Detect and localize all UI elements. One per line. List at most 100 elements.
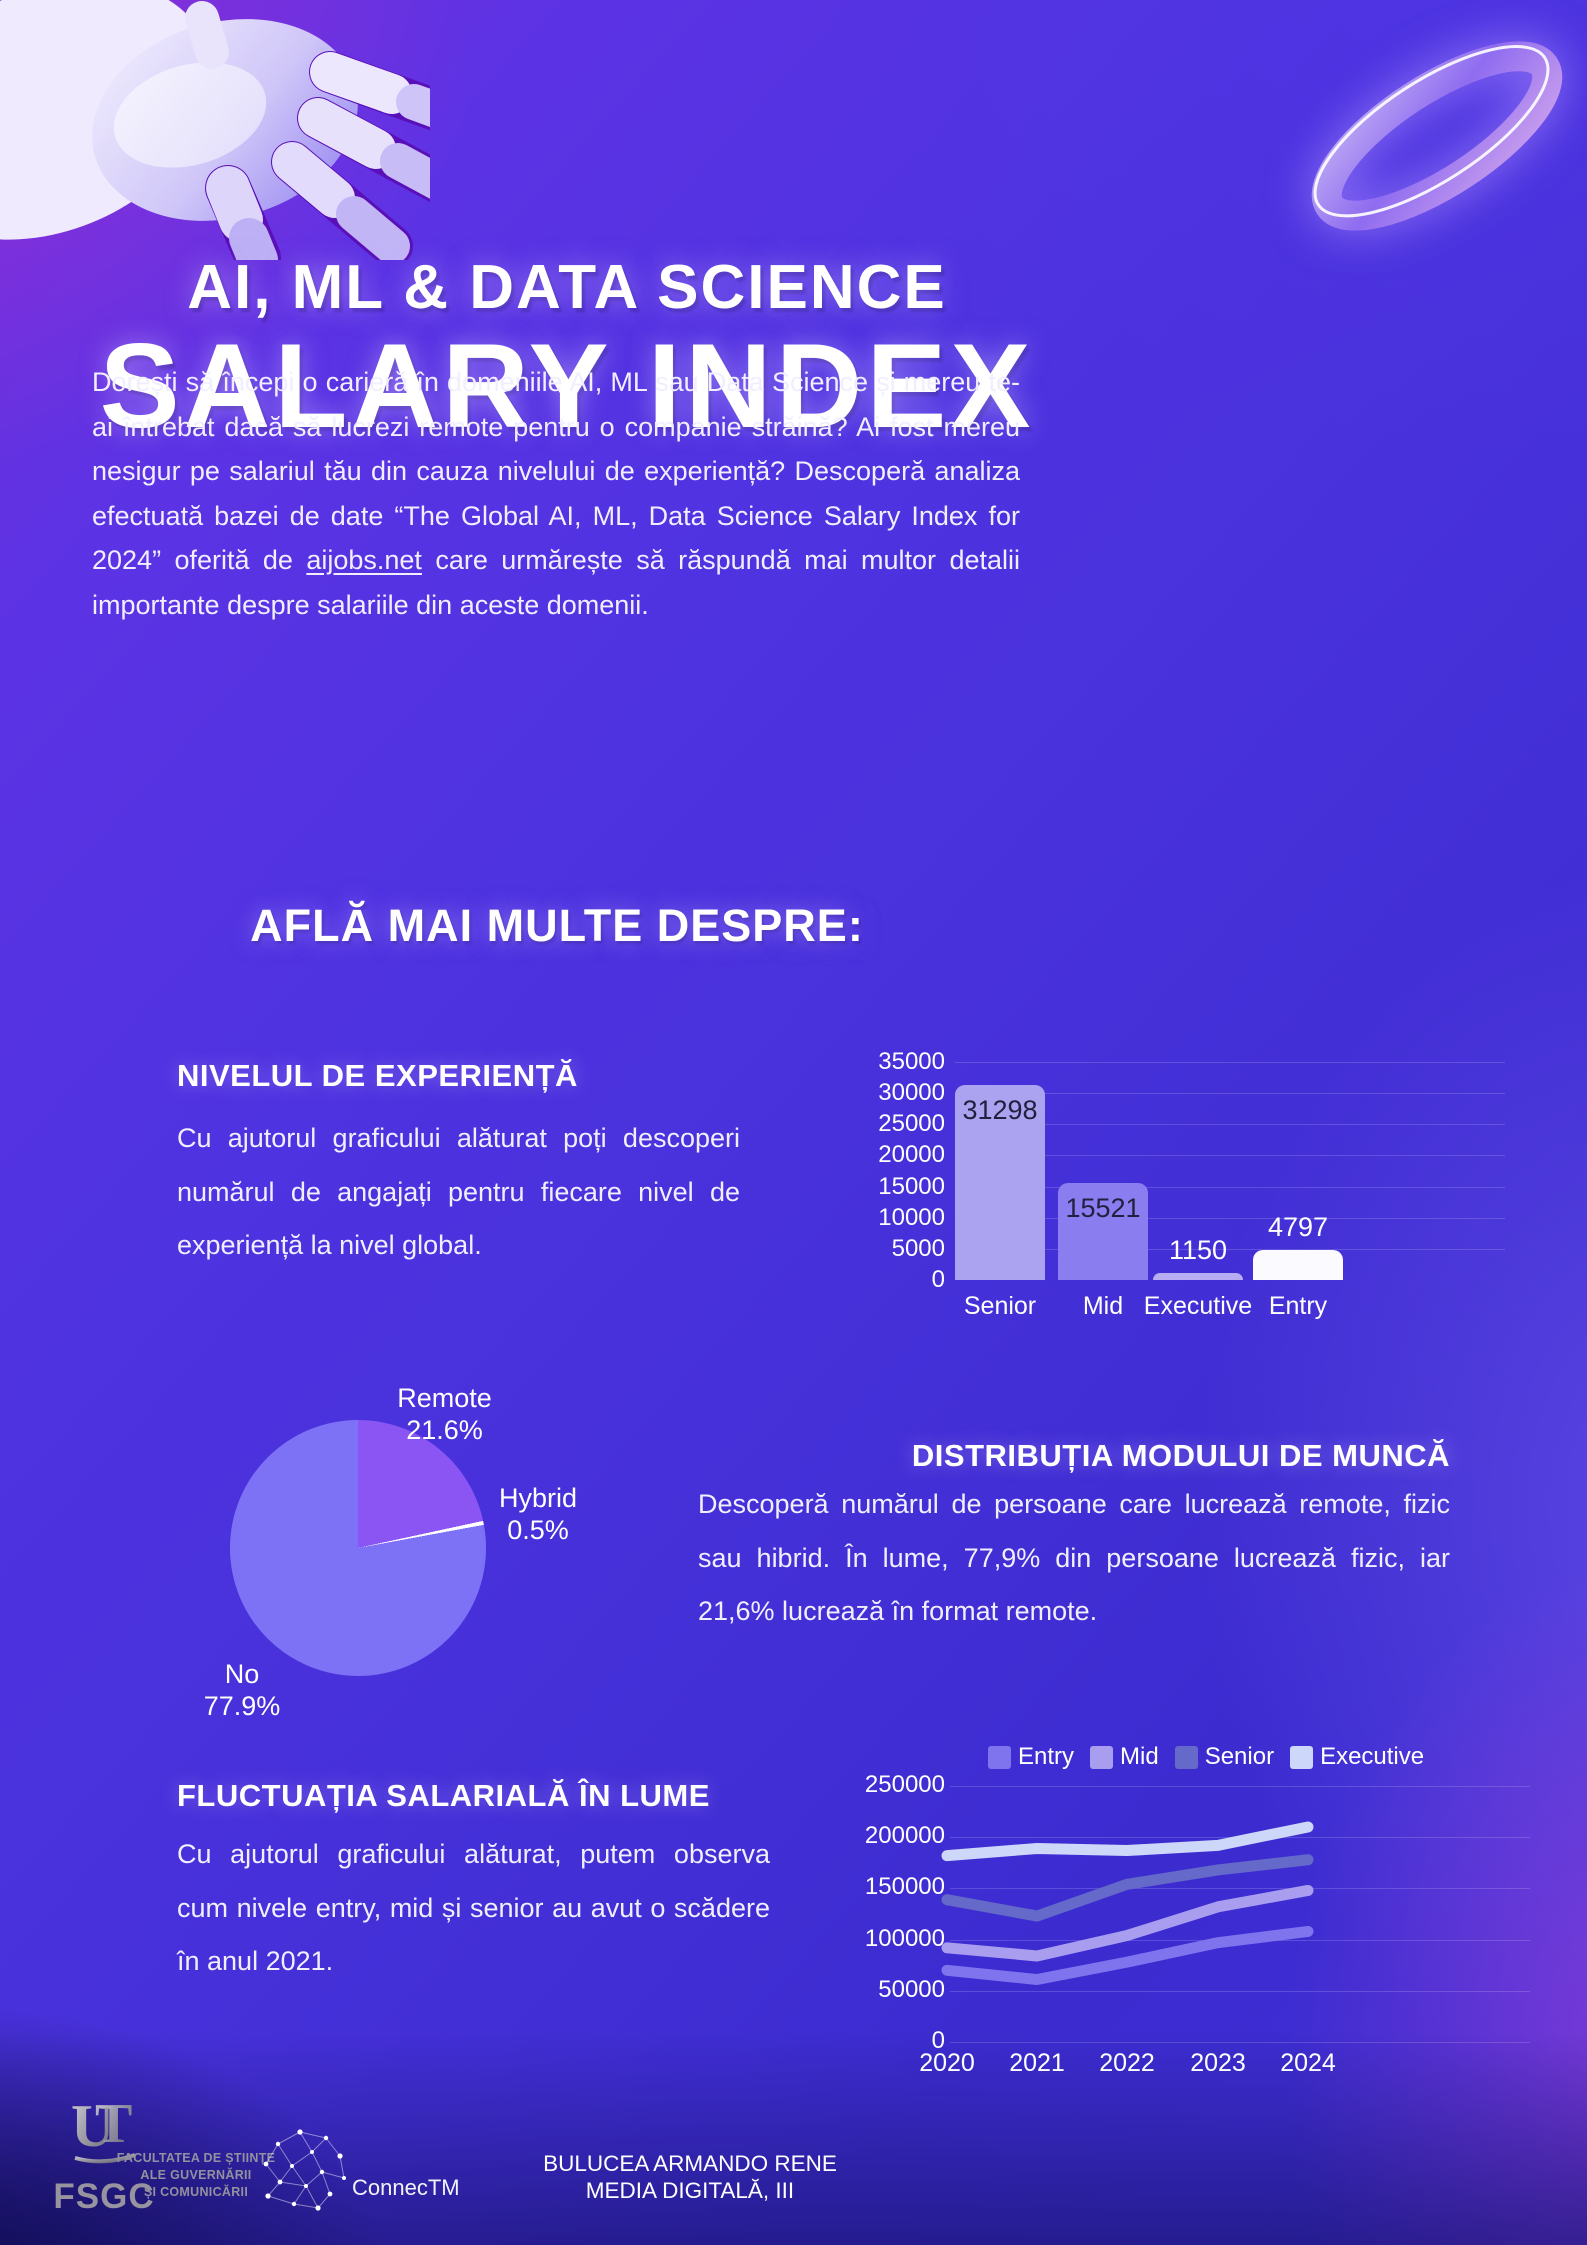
title-line1: AI, ML & DATA SCIENCE	[187, 253, 947, 322]
legend-label-senior: Senior	[1204, 1743, 1275, 1770]
work-mode-body: Descoperă numărul de persoane care lucre…	[698, 1489, 1450, 1626]
legend-swatch-senior	[1174, 1745, 1198, 1769]
robot-hand-illustration	[0, 0, 430, 260]
fsgc-label: FSGC	[53, 2177, 155, 2216]
pie-label-remote: Remote 21.6%	[372, 1382, 517, 1446]
legend-label-executive: Executive	[1320, 1743, 1425, 1770]
legend-swatch-mid	[1090, 1745, 1114, 1769]
bar-gridline	[955, 1248, 1505, 1250]
bar-gridline	[955, 1093, 1505, 1095]
legend-item-mid: Mid	[1090, 1743, 1159, 1771]
line-xtick-2020: 2020	[919, 2049, 975, 2077]
bar-value-executive: 1150	[1168, 1234, 1228, 1265]
footer-shade	[0, 2030, 1587, 2245]
legend-label-entry: Entry	[1018, 1743, 1075, 1770]
credit-line2: MEDIA DIGITALĂ, III	[585, 2178, 795, 2203]
fluctuation-body: Cu ajutorul graficului alăturat, putem o…	[177, 1839, 770, 1976]
line-chart-legend: Entry Mid Senior Executive	[988, 1743, 1424, 1771]
bar-gridline	[955, 1124, 1505, 1126]
line-ytick: 100000	[864, 1924, 945, 1952]
bar-gridline	[955, 1155, 1505, 1157]
bar-ytick: 20000	[878, 1141, 945, 1169]
intro-paragraph: Dorești să începi o carieră în domeniile…	[92, 360, 1020, 627]
fluctuation-heading: FLUCTUAȚIA SALARIALĂ ÎN LUME	[177, 1778, 710, 1813]
line-gridline	[950, 1888, 1530, 1890]
line-xtick-2022: 2022	[1099, 2049, 1155, 2077]
bar-xtick-entry: Entry	[1268, 1292, 1328, 1320]
title-line2: SALARY INDEX	[99, 319, 1035, 453]
bar-ytick: 10000	[878, 1203, 945, 1231]
legend-item-executive: Executive	[1290, 1743, 1424, 1771]
pie-label-hybrid-pct: 0.5%	[507, 1515, 569, 1545]
credit-line1: BULUCEA ARMANDO RENE	[543, 2151, 837, 2176]
line-gridline	[950, 1990, 1530, 1992]
bar-xtick-mid: Mid	[1082, 1292, 1124, 1320]
legend-swatch-entry	[988, 1745, 1011, 1769]
svg-text:U: U	[71, 2093, 114, 2159]
intro-text-after: care urmărește să răspundă mai multor de…	[92, 545, 1020, 620]
ring-illustration	[1311, 41, 1563, 231]
bar-ytick: 15000	[878, 1172, 945, 1200]
experience-bar-chart: 0 5000 10000 15000 20000 25000 30000 35000 31298…	[840, 1020, 1540, 1320]
bar-ytick: 0	[931, 1266, 945, 1293]
line-senior	[941, 1854, 1314, 1922]
pie-label-no-name: No	[224, 1659, 260, 1689]
line-ytick: 0	[931, 2027, 945, 2054]
legend-swatch-executive	[1290, 1745, 1314, 1769]
bar-senior	[955, 1085, 1045, 1280]
page-title: AI, ML & DATA SCIENCE SALARY INDEX	[92, 252, 1042, 449]
pie-label-remote-name: Remote	[397, 1383, 492, 1413]
bar-value-senior: 31298	[962, 1095, 1038, 1126]
pie-label-hybrid-name: Hybrid	[498, 1483, 578, 1513]
experience-body: Cu ajutorul graficului alăturat poți des…	[177, 1123, 740, 1260]
faculty-line3: ȘI COMUNICĂRII	[143, 2185, 249, 2199]
line-xtick-2024: 2024	[1280, 2049, 1336, 2077]
line-gridline	[950, 1786, 1530, 1787]
line-ytick: 250000	[864, 1771, 945, 1798]
intro-text-before: Dorești să începi o carieră în domeniile…	[92, 367, 1020, 575]
line-xtick-2021: 2021	[1009, 2049, 1065, 2077]
line-entry	[941, 1925, 1314, 1986]
bar-gridline	[955, 1062, 1505, 1063]
aijobs-link[interactable]: aijobs.net	[306, 545, 422, 575]
work-mode-pie-chart	[230, 1420, 486, 1676]
network-icon	[263, 2129, 346, 2211]
bar-ytick: 5000	[891, 1234, 945, 1262]
bar-gridline	[955, 1217, 1505, 1219]
faculty-line2: ALE GUVERNĂRII	[140, 2168, 252, 2182]
line-ytick: 200000	[864, 1822, 945, 1850]
line-chart-canvas	[941, 1821, 1314, 1986]
bar-value-entry: 4797	[1267, 1212, 1329, 1243]
line-executive	[941, 1821, 1314, 1862]
pie-label-hybrid: Hybrid 0.5%	[468, 1482, 608, 1546]
credit-text: BULUCEA ARMANDO RENE MEDIA DIGITALĂ, III	[540, 2150, 840, 2204]
line-ytick: 150000	[864, 1873, 945, 1901]
connectm-label: ConnecTM	[352, 2175, 460, 2200]
subheading: AFLĂ MAI MULTE DESPRE:	[250, 900, 864, 951]
bar-ytick: 25000	[878, 1110, 945, 1138]
legend-label-mid: Mid	[1120, 1743, 1159, 1770]
bar-mid	[1058, 1183, 1148, 1280]
connectm-logo: ConnecTM	[256, 2124, 460, 2216]
work-mode-heading: DISTRIBUȚIA MODULUI DE MUNCĂ	[911, 1438, 1450, 1473]
bar-gridline	[955, 1186, 1505, 1188]
bar-ytick: 35000	[878, 1048, 945, 1075]
salary-line-chart: Entry Mid Senior Executive 0 50000 100000 1500…	[840, 1735, 1560, 2095]
bar-executive	[1153, 1272, 1243, 1280]
line-xtick-2023: 2023	[1190, 2049, 1246, 2077]
bar-value-mid: 15521	[1065, 1193, 1141, 1224]
bar-ytick: 30000	[878, 1079, 945, 1107]
line-mid	[941, 1884, 1314, 1962]
line-ytick: 50000	[878, 1975, 945, 2003]
bar-xtick-executive: Executive	[1143, 1292, 1253, 1320]
pie-label-no-pct: 77.9%	[203, 1691, 281, 1721]
legend-item-senior: Senior	[1174, 1743, 1275, 1771]
ut-monogram-icon: U T	[71, 2093, 136, 2164]
experience-heading: NIVELUL DE EXPERIENȚĂ	[177, 1058, 578, 1093]
bar-entry	[1253, 1250, 1343, 1280]
legend-item-entry: Entry	[988, 1743, 1074, 1771]
pie-label-no: No 77.9%	[172, 1658, 312, 1722]
line-gridline	[950, 2042, 1530, 2043]
svg-text:T: T	[95, 2093, 132, 2155]
